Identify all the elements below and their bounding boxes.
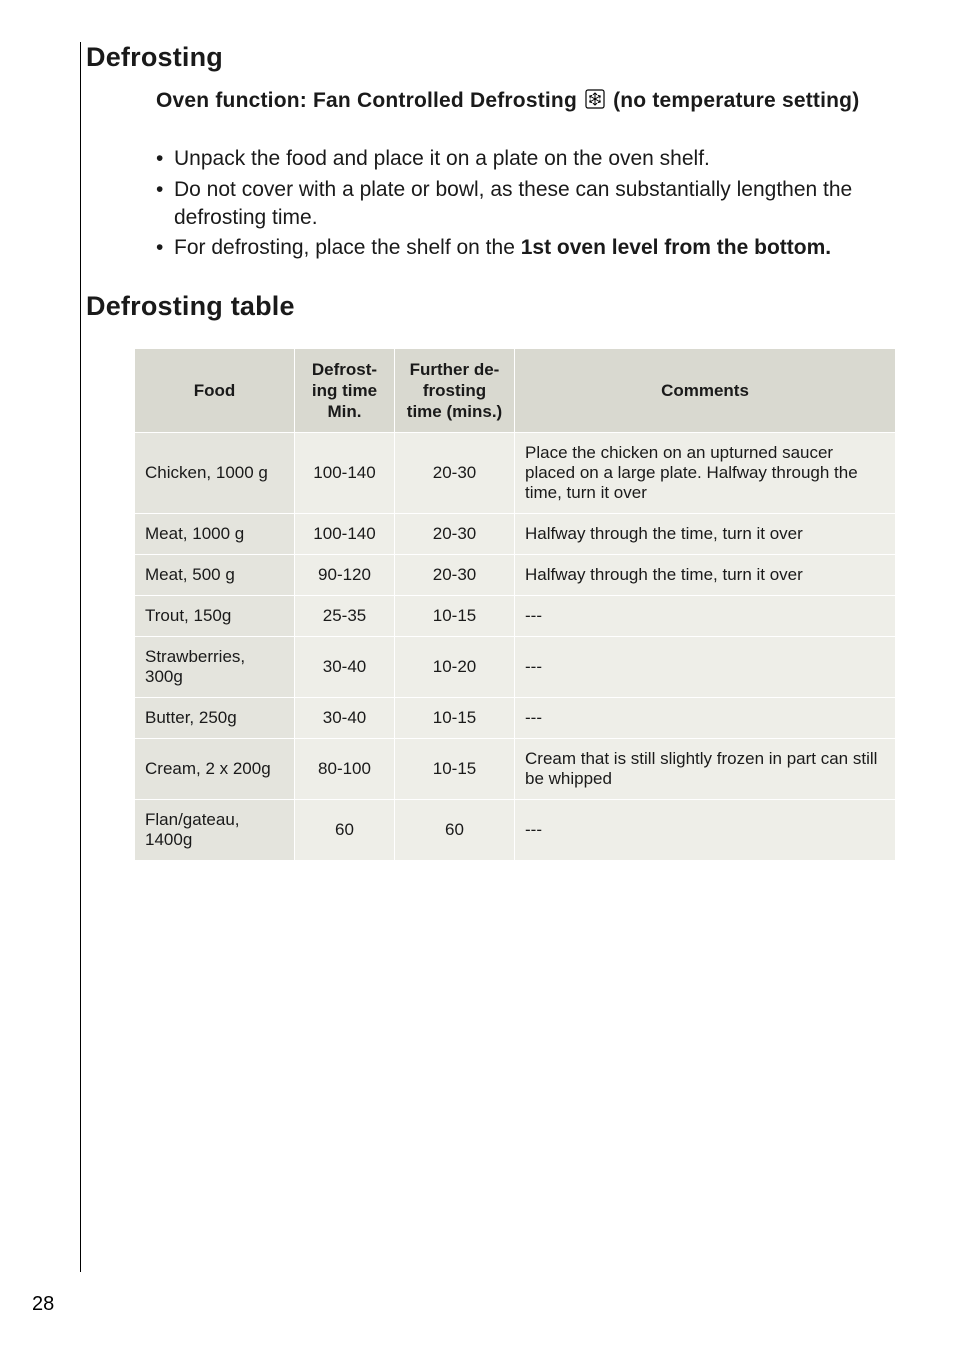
table-row: Meat, 1000 g 100-140 20-30 Halfway throu… — [135, 514, 896, 555]
cell-further: 60 — [395, 800, 515, 861]
manual-page: Defrosting Oven function: Fan Controlled… — [0, 0, 954, 1352]
table-head: Food Defrost-ing timeMin. Further de-fro… — [135, 348, 896, 433]
instruction-item: Unpack the food and place it on a plate … — [156, 145, 896, 173]
cell-comment: --- — [515, 596, 896, 637]
subhead-text-a: Oven function: Fan Controlled Defrosting — [156, 89, 583, 112]
col-header-food: Food — [135, 348, 295, 433]
cell-defrost: 100-140 — [295, 514, 395, 555]
section-heading-defrosting: Defrosting — [86, 42, 896, 73]
table-row: Trout, 150g 25-35 10-15 --- — [135, 596, 896, 637]
cell-defrost: 100-140 — [295, 433, 395, 514]
table-row: Chicken, 1000 g 100-140 20-30 Place the … — [135, 433, 896, 514]
table-row: Strawberries, 300g 30-40 10-20 --- — [135, 637, 896, 698]
instruction-item: Do not cover with a plate or bowl, as th… — [156, 176, 896, 233]
cell-food: Butter, 250g — [135, 698, 295, 739]
cell-comment: Place the chicken on an upturned saucer … — [515, 433, 896, 514]
cell-food: Chicken, 1000 g — [135, 433, 295, 514]
instruction-text: Unpack the food and place it on a plate … — [174, 147, 710, 170]
cell-comment: --- — [515, 698, 896, 739]
cell-food: Trout, 150g — [135, 596, 295, 637]
cell-food: Flan/gateau, 1400g — [135, 800, 295, 861]
col-header-comments: Comments — [515, 348, 896, 433]
defrosting-table-wrapper: Food Defrost-ing timeMin. Further de-fro… — [134, 348, 896, 862]
table-row: Flan/gateau, 1400g 60 60 --- — [135, 800, 896, 861]
cell-food: Meat, 500 g — [135, 555, 295, 596]
table-row: Cream, 2 x 200g 80-100 10-15 Cream that … — [135, 739, 896, 800]
cell-defrost: 25-35 — [295, 596, 395, 637]
instruction-list: Unpack the food and place it on a plate … — [156, 145, 896, 262]
cell-comment: Halfway through the time, turn it over — [515, 514, 896, 555]
table-row: Butter, 250g 30-40 10-15 --- — [135, 698, 896, 739]
cell-comment: --- — [515, 637, 896, 698]
cell-defrost: 30-40 — [295, 637, 395, 698]
instruction-text-pre: For defrosting, place the shelf on the — [174, 236, 521, 259]
table-row: Meat, 500 g 90-120 20-30 Halfway through… — [135, 555, 896, 596]
cell-further: 20-30 — [395, 514, 515, 555]
oven-function-subhead: Oven function: Fan Controlled Defrosting… — [156, 87, 896, 117]
cell-defrost: 60 — [295, 800, 395, 861]
cell-food: Strawberries, 300g — [135, 637, 295, 698]
cell-food: Meat, 1000 g — [135, 514, 295, 555]
col-header-defrost-time: Defrost-ing timeMin. — [295, 348, 395, 433]
table-header-row: Food Defrost-ing timeMin. Further de-fro… — [135, 348, 896, 433]
instruction-text: Do not cover with a plate or bowl, as th… — [174, 178, 852, 229]
page-number: 28 — [32, 1293, 54, 1316]
cell-further: 10-15 — [395, 698, 515, 739]
instruction-text-bold: 1st oven level from the bottom. — [521, 236, 831, 259]
cell-further: 10-15 — [395, 739, 515, 800]
defrosting-table: Food Defrost-ing timeMin. Further de-fro… — [134, 348, 896, 862]
cell-defrost: 30-40 — [295, 698, 395, 739]
cell-comment: Cream that is still slightly frozen in p… — [515, 739, 896, 800]
cell-comment: Halfway through the time, turn it over — [515, 555, 896, 596]
cell-defrost: 90-120 — [295, 555, 395, 596]
cell-further: 10-20 — [395, 637, 515, 698]
defrost-icon — [585, 89, 605, 117]
cell-further: 20-30 — [395, 555, 515, 596]
cell-food: Cream, 2 x 200g — [135, 739, 295, 800]
table-body: Chicken, 1000 g 100-140 20-30 Place the … — [135, 433, 896, 861]
cell-comment: --- — [515, 800, 896, 861]
subhead-text-b: (no temperature setting) — [607, 89, 859, 112]
instruction-item: For defrosting, place the shelf on the 1… — [156, 234, 896, 262]
cell-further: 10-15 — [395, 596, 515, 637]
cell-further: 20-30 — [395, 433, 515, 514]
cell-defrost: 80-100 — [295, 739, 395, 800]
section-heading-defrosting-table: Defrosting table — [86, 291, 896, 322]
left-margin-rule — [80, 42, 81, 1272]
col-header-further-time: Further de-frostingtime (mins.) — [395, 348, 515, 433]
